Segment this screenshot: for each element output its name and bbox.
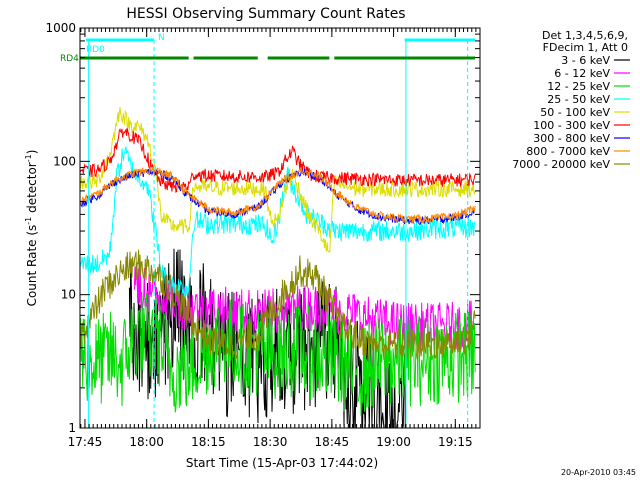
y-axis-label: Count Rate (s-1 detector-1) [24, 150, 39, 307]
y-axis-label-end: ) [25, 150, 39, 155]
legend-label-5: 100 - 300 keV [533, 119, 610, 132]
legend: Det 1,3,4,5,6,9,FDecim 1, Att 03 - 6 keV… [512, 29, 630, 171]
x-tick-label-6: 19:15 [438, 435, 473, 449]
legend-header-0: Det 1,3,4,5,6,9, [542, 29, 628, 42]
flag-label-2: N [158, 33, 165, 43]
axes: 1 10 100 1000 17:45 18:00 18:15 18:30 18:45 19:00… [45, 21, 481, 449]
y-tick-label-0: 1 [68, 421, 76, 435]
legend-label-2: 12 - 25 keV [547, 80, 610, 93]
vertical-markers [88, 40, 469, 428]
legend-label-8: 7000 - 20000 keV [512, 158, 610, 171]
legend-label-0: 3 - 6 keV [561, 54, 610, 67]
x-tick-label-0: 17:45 [68, 435, 103, 449]
legend-label-3: 25 - 50 keV [547, 93, 610, 106]
y-tick-label-3: 1000 [45, 21, 76, 35]
x-axis-label: Start Time (15-Apr-03 17:44:02) [186, 456, 378, 470]
y-axis-label-sup2: -1 [24, 154, 33, 162]
series-line-3 [80, 146, 476, 298]
legend-label-7: 800 - 7000 keV [526, 145, 610, 158]
series-line-8 [80, 249, 476, 361]
series-line-5 [80, 128, 476, 194]
x-tick-label-3: 18:30 [253, 435, 288, 449]
y-axis-label-mid: detector [25, 162, 39, 217]
y-tick-label-1: 10 [61, 288, 76, 302]
flag-label-0: RD0 [86, 45, 105, 55]
series-line-7 [80, 165, 476, 225]
legend-label-6: 300 - 800 keV [533, 132, 610, 145]
x-tick-label-4: 18:45 [315, 435, 350, 449]
y-axis-label-main: Count Rate (s [25, 225, 39, 307]
x-tick-label-2: 18:15 [191, 435, 226, 449]
plot-frame [79, 27, 481, 429]
legend-label-4: 50 - 100 keV [540, 106, 610, 119]
chart-title: HESSI Observing Summary Count Rates [126, 6, 405, 22]
y-axis-label-sup1: -1 [24, 217, 33, 225]
x-tick-label-1: 18:00 [129, 435, 164, 449]
x-tick-label-5: 19:00 [376, 435, 411, 449]
flag-label-1: RD4 [60, 54, 79, 64]
legend-label-1: 6 - 12 keV [554, 67, 610, 80]
timestamp: 20-Apr-2010 03:45 [561, 468, 636, 477]
flag-bars: RD0 RD4 N [60, 33, 476, 64]
legend-header-1: FDecim 1, Att 0 [543, 41, 628, 54]
series-layer [80, 106, 476, 428]
series-line-2 [80, 293, 476, 417]
y-tick-label-2: 100 [53, 154, 76, 168]
